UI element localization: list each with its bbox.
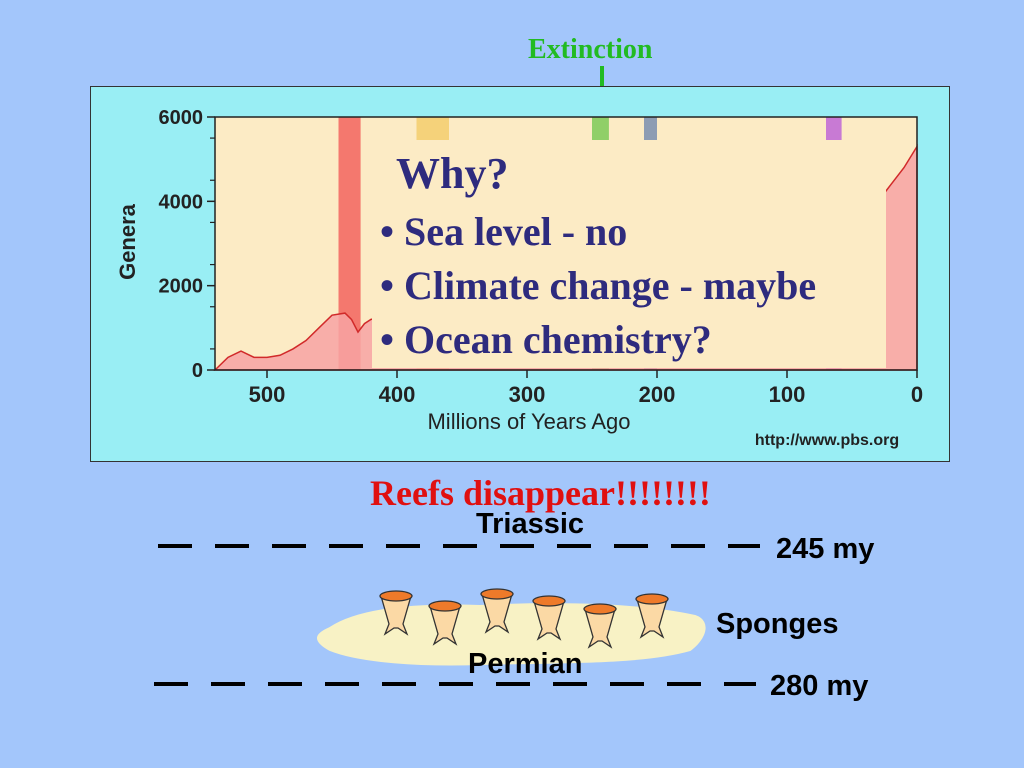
y-axis-title: Genera	[115, 203, 140, 280]
y-tick-label-1: 2000	[159, 276, 204, 298]
reefs-disappear-label: Reefs disappear!!!!!!!!	[370, 473, 711, 513]
plot-frame	[214, 116, 918, 371]
permian-age-label: 280 my	[770, 670, 869, 702]
y-tick-label-2: 4000	[159, 191, 204, 213]
x-tick-label-3: 200	[639, 382, 676, 407]
sponges-label: Sponges	[716, 608, 839, 640]
triassic-age-label: 245 my	[776, 533, 875, 565]
x-tick-label-5: 0	[911, 382, 923, 407]
extinction-band-0	[338, 117, 361, 370]
permian-label: Permian	[468, 648, 583, 680]
source-url: http://www.pbs.org	[755, 432, 899, 449]
why-overlay-box	[372, 140, 886, 368]
bullet-climate-change: • Climate change - maybe	[380, 263, 817, 308]
x-tick-label-0: 500	[249, 382, 286, 407]
x-axis-title: Millions of Years Ago	[427, 409, 630, 434]
triassic-label: Triassic	[476, 508, 585, 540]
y-tick-label-3: 6000	[159, 107, 204, 129]
bullet-ocean-chemistry: • Ocean chemistry?	[380, 317, 712, 362]
why-title: Why?	[396, 149, 509, 198]
triassic-boundary-line	[158, 544, 760, 548]
x-tick-label-1: 400	[379, 382, 416, 407]
bullet-sea-level: • Sea level - no	[380, 209, 628, 254]
y-tick-label-0: 0	[192, 360, 203, 382]
x-tick-label-4: 100	[769, 382, 806, 407]
permian-boundary-line	[154, 682, 756, 686]
x-tick-label-2: 300	[509, 382, 546, 407]
extinction-label: Extinction	[528, 34, 653, 65]
